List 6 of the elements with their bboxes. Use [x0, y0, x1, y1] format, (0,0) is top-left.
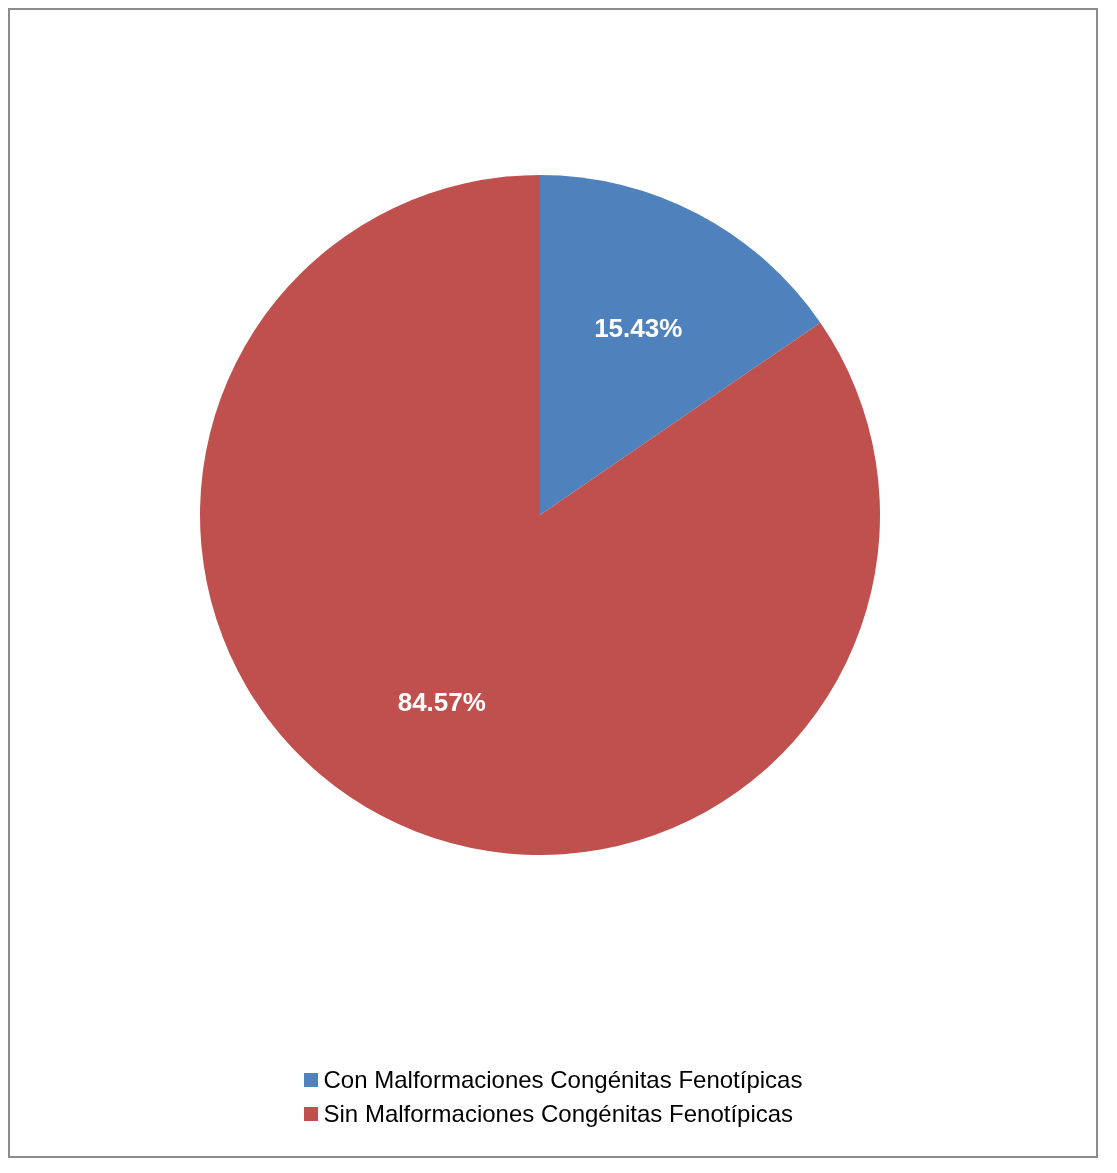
legend-label: Con Malformaciones Congénitas Fenotípicas [323, 1066, 803, 1094]
data-label: 84.57% [397, 686, 486, 717]
pie-slice [540, 175, 821, 515]
pie-slice [200, 175, 880, 855]
legend-label: Sin Malformaciones Congénitas Fenotípicas [323, 1100, 794, 1128]
data-label: 15.43% [594, 313, 683, 344]
